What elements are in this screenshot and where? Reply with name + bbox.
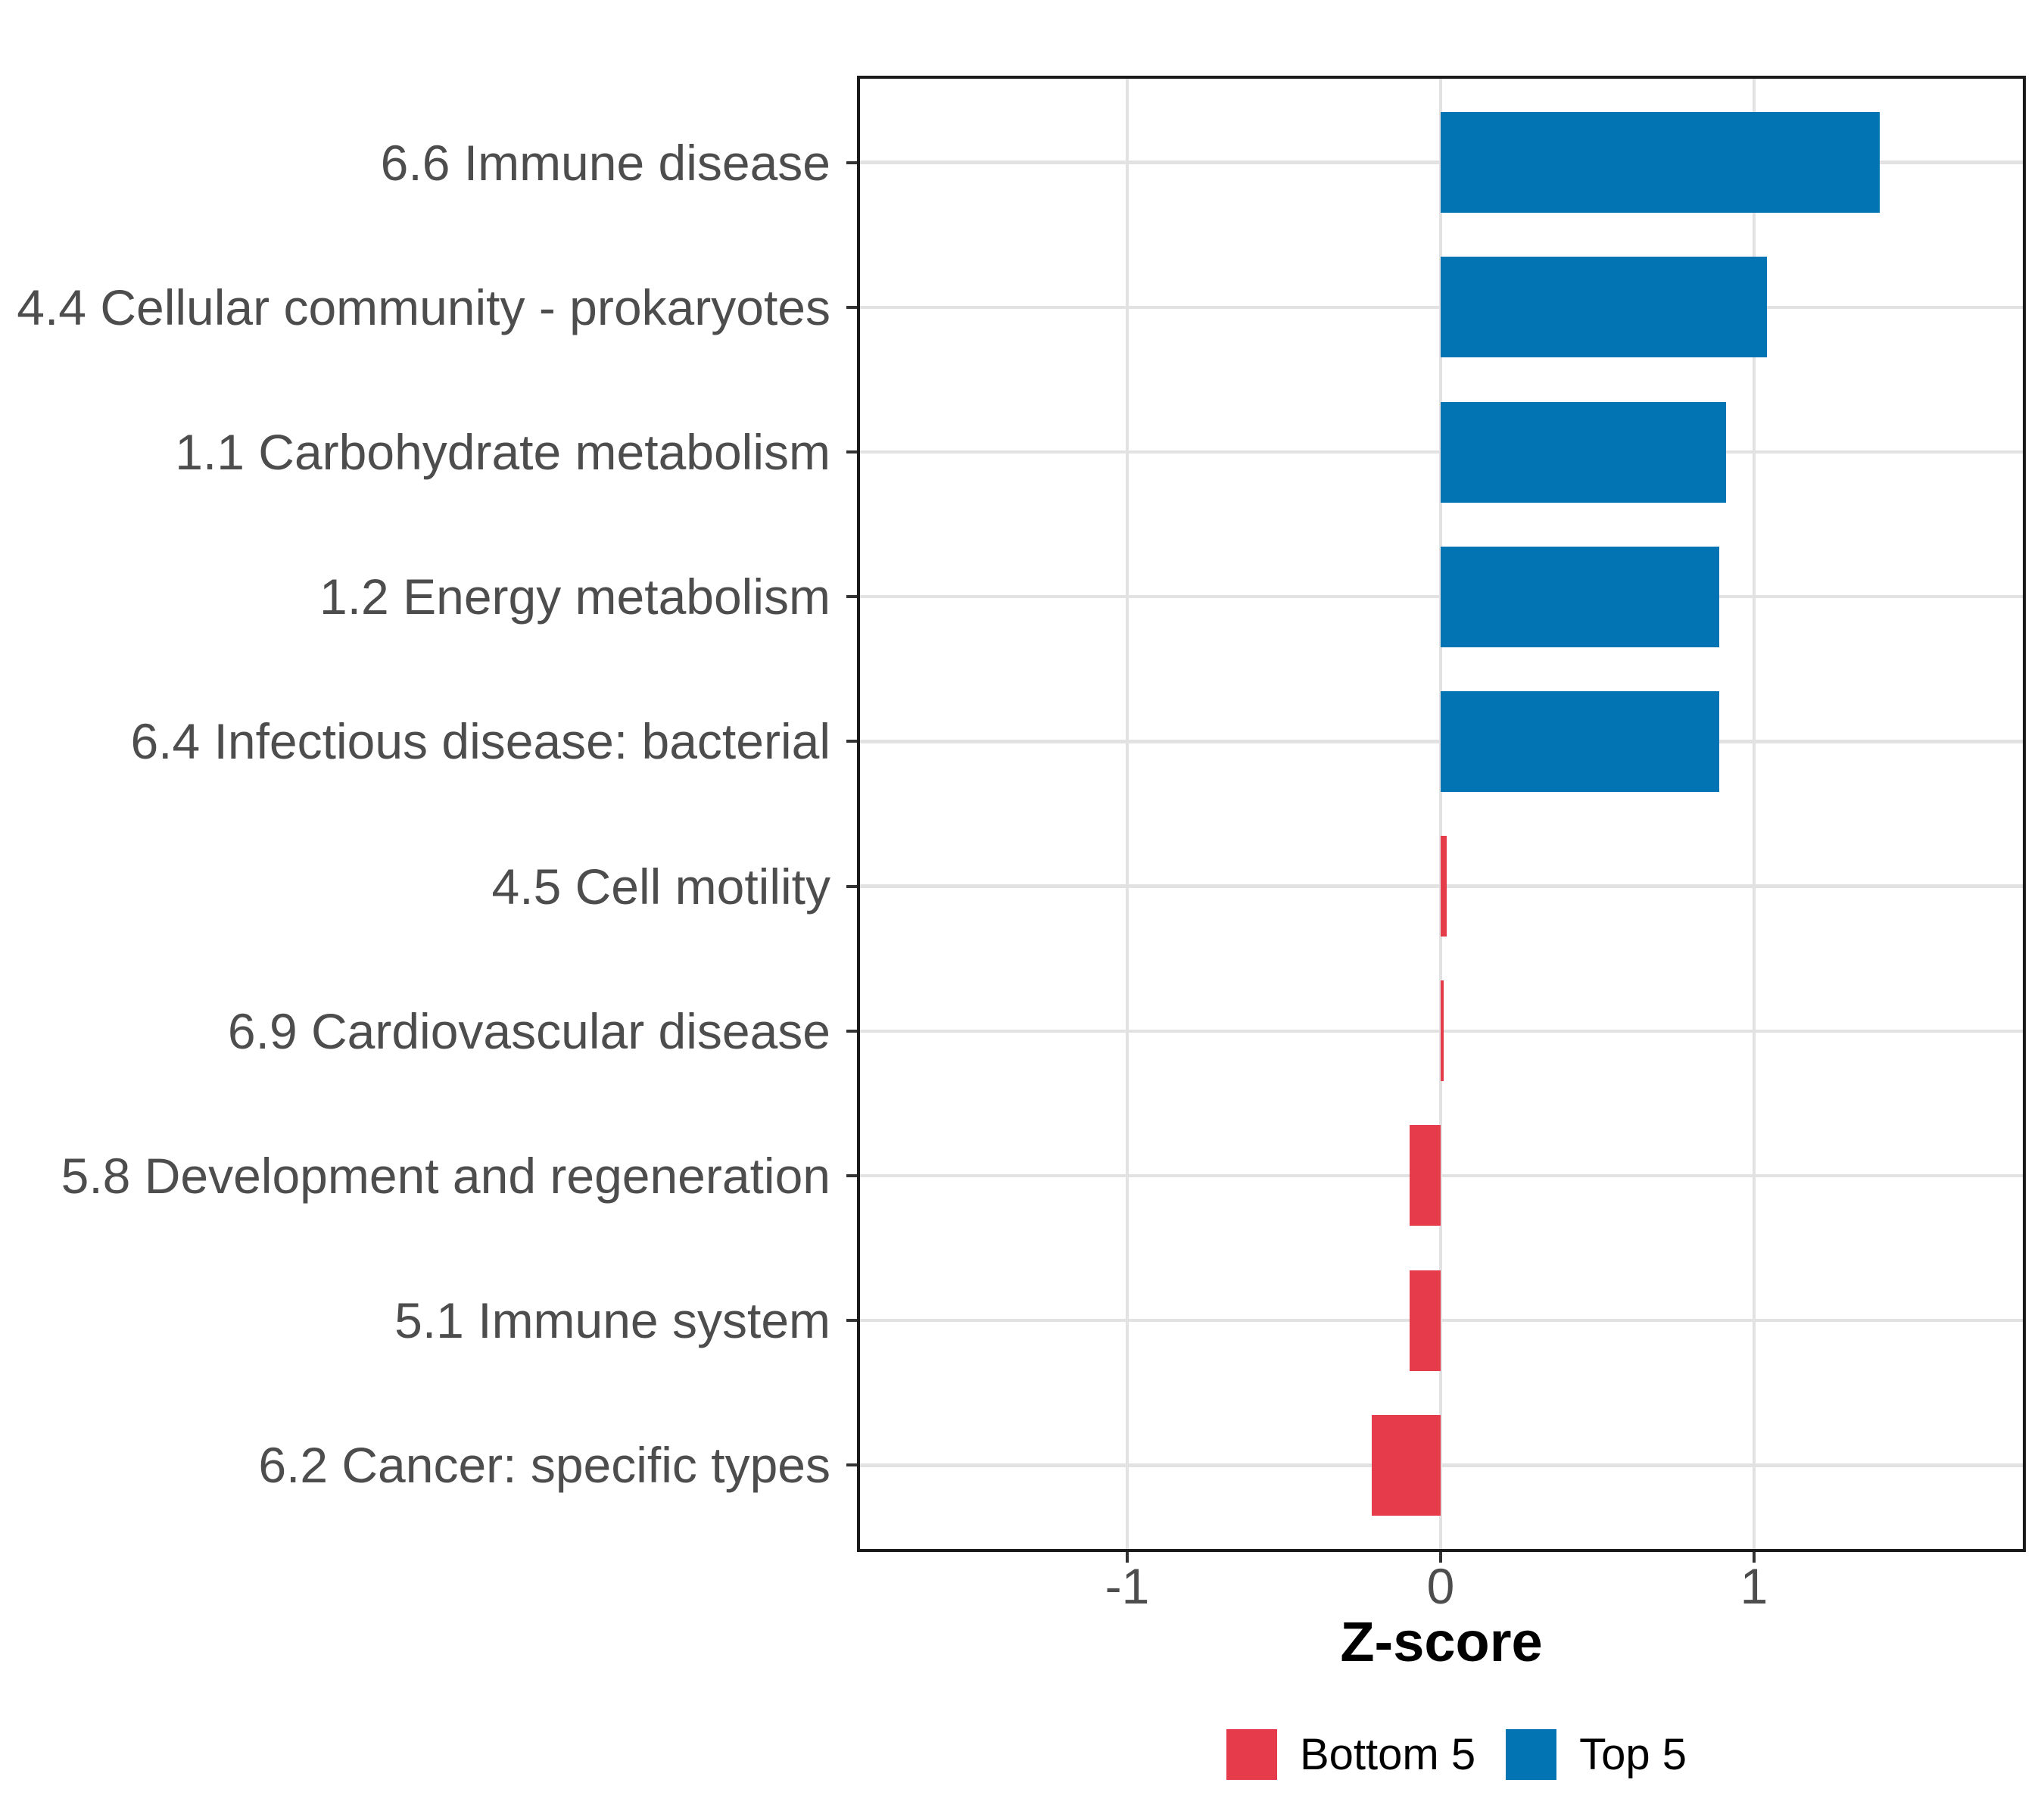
x-axis-title: Z-score	[1340, 1610, 1543, 1673]
y-tick	[846, 305, 857, 309]
legend-label-top5: Top 5	[1579, 1729, 1687, 1779]
gridline-horizontal	[857, 1318, 2026, 1323]
y-axis-label: 6.2 Cancer: specific types	[258, 1437, 830, 1494]
y-axis-label: 5.8 Development and regeneration	[61, 1147, 830, 1204]
x-tick	[1126, 1552, 1129, 1563]
gridline-horizontal	[857, 1463, 2026, 1467]
y-tick	[846, 595, 857, 599]
bar	[1409, 1270, 1441, 1371]
y-axis-label: 4.4 Cellular community - prokaryotes	[17, 279, 830, 335]
bar	[1441, 980, 1444, 1082]
x-tick	[1753, 1552, 1756, 1563]
y-tick	[846, 1319, 857, 1323]
plot-panel	[857, 76, 2026, 1552]
y-tick	[846, 740, 857, 743]
legend-key-bottom5	[1226, 1729, 1277, 1780]
gridline-vertical	[1752, 76, 1756, 1552]
x-tick	[1439, 1552, 1442, 1563]
y-axis-label: 1.1 Carbohydrate metabolism	[175, 424, 830, 481]
bar	[1441, 690, 1720, 792]
y-tick	[846, 161, 857, 164]
x-tick-label: 0	[1426, 1558, 1455, 1614]
y-tick	[846, 450, 857, 454]
x-tick-label: -1	[1105, 1558, 1150, 1614]
y-tick	[846, 1463, 857, 1467]
legend-label-bottom5: Bottom 5	[1299, 1729, 1476, 1779]
bar	[1371, 1414, 1441, 1516]
bar	[1441, 257, 1767, 358]
y-axis-label: 5.1 Immune system	[394, 1292, 830, 1349]
gridline-vertical	[1125, 76, 1129, 1552]
legend: Bottom 5 Top 5	[1226, 1729, 1687, 1780]
bar	[1441, 112, 1880, 213]
bar	[1409, 1125, 1441, 1226]
gridline-horizontal	[857, 1173, 2026, 1178]
y-axis-label: 6.6 Immune disease	[380, 134, 830, 191]
y-tick	[846, 884, 857, 888]
y-axis-label: 4.5 Cell motility	[491, 858, 830, 915]
gridline-vertical	[1438, 76, 1443, 1552]
legend-key-top5	[1506, 1729, 1557, 1780]
y-tick	[846, 1029, 857, 1033]
y-axis-label: 6.9 Cardiovascular disease	[227, 1002, 830, 1059]
bar	[1441, 401, 1726, 503]
y-axis-label: 1.2 Energy metabolism	[319, 569, 830, 625]
bar	[1441, 836, 1447, 937]
x-tick-label: 1	[1740, 1558, 1768, 1614]
y-axis-label: 6.4 Infectious disease: bacterial	[130, 713, 830, 770]
bar	[1441, 546, 1720, 647]
y-tick	[846, 1173, 857, 1177]
